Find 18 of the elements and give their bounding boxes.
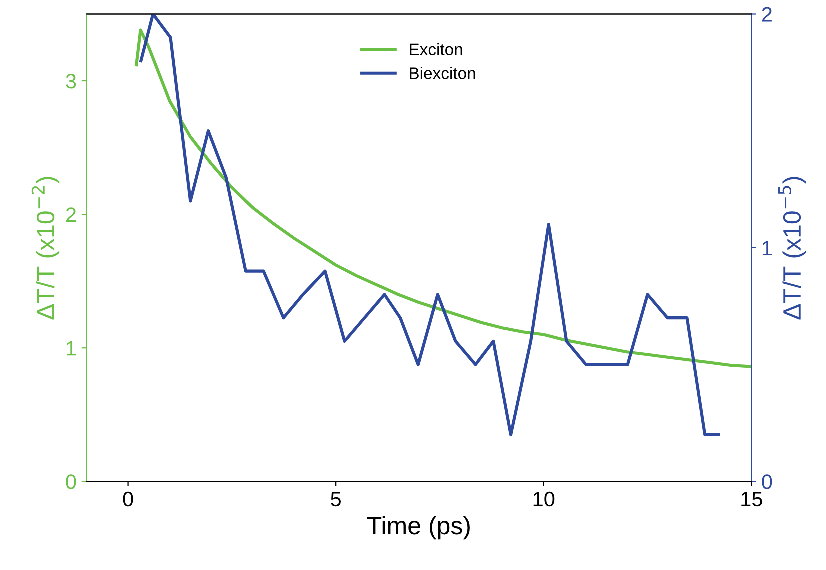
y-tick-label: 3 bbox=[66, 74, 76, 89]
x-tick-label: 10 bbox=[534, 492, 555, 507]
y-axis-title: ΔT/T (x10$^{−2}$) bbox=[32, 177, 60, 320]
legend-label: Exciton bbox=[410, 43, 462, 56]
y-tick-label: 0 bbox=[66, 474, 76, 490]
y2-axis-title: ΔT/T (x10$^{−5}$) bbox=[778, 177, 806, 320]
y-tick-label: 2 bbox=[66, 208, 76, 222]
x-tick-label: 5 bbox=[331, 492, 341, 507]
y2-tick-label: 0 bbox=[762, 474, 772, 490]
y2-tick-label: 1 bbox=[762, 241, 772, 256]
line-series bbox=[135, 28, 752, 368]
legend-label: Biexciton bbox=[410, 67, 476, 80]
x-tick-label: 0 bbox=[123, 492, 134, 507]
x-tick-label: 15 bbox=[742, 492, 762, 507]
x-axis-title: Time (ps) bbox=[367, 516, 470, 540]
y-tick-label: 1 bbox=[67, 341, 76, 356]
line-series bbox=[140, 14, 720, 436]
y2-tick-label: 2 bbox=[762, 7, 772, 22]
